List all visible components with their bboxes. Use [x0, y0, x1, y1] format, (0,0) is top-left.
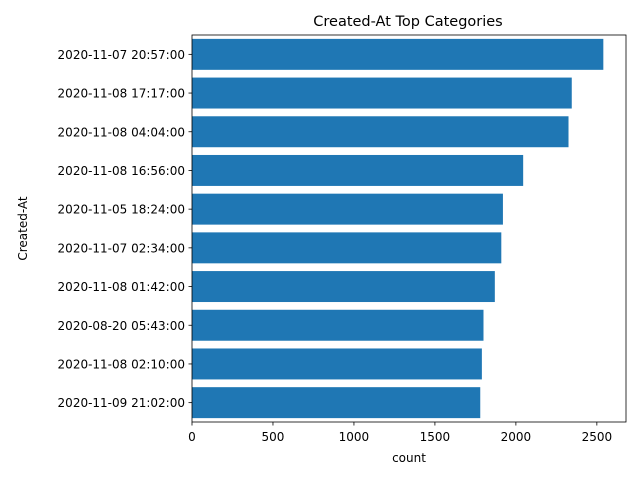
x-axis-ticks: 0 500 1000 1500 2000 2500 [188, 422, 612, 444]
x-axis-label: count [392, 451, 426, 465]
y-axis-ticks: 2020-11-07 20:57:00 2020-11-08 17:17:00 20… [58, 48, 192, 410]
bars-group [192, 38, 604, 419]
y-tick-label: 2020-11-05 18:24:00 [58, 203, 185, 217]
bar [192, 77, 572, 109]
bar [192, 154, 524, 186]
bar [192, 309, 484, 341]
x-tick-label: 1500 [420, 430, 451, 444]
x-tick-label: 2000 [501, 430, 532, 444]
y-tick-label: 2020-08-20 05:43:00 [58, 319, 185, 333]
bar [192, 193, 503, 225]
x-tick-label: 0 [188, 430, 196, 444]
y-tick-label: 2020-11-07 20:57:00 [58, 48, 185, 62]
plot-frame [191, 34, 627, 423]
y-tick-label: 2020-11-08 02:10:00 [58, 357, 185, 371]
bar [192, 232, 502, 264]
x-tick-label: 2500 [582, 430, 613, 444]
y-axis-label: Created-At [16, 196, 30, 261]
bar [192, 387, 481, 419]
chart-title: Created-At Top Categories [313, 14, 503, 30]
y-tick-label: 2020-11-09 21:02:00 [58, 396, 185, 410]
y-tick-label: 2020-11-08 04:04:00 [58, 125, 185, 139]
y-tick-label: 2020-11-08 17:17:00 [58, 87, 185, 101]
y-tick-label: 2020-11-08 01:42:00 [58, 280, 185, 294]
x-tick-label: 500 [262, 430, 285, 444]
x-tick-label: 1000 [339, 430, 370, 444]
y-tick-label: 2020-11-08 16:56:00 [58, 164, 185, 178]
bar [192, 116, 569, 148]
bar [192, 38, 604, 70]
bar [192, 348, 482, 380]
y-tick-label: 2020-11-07 02:34:00 [58, 241, 185, 255]
bar [192, 271, 495, 303]
